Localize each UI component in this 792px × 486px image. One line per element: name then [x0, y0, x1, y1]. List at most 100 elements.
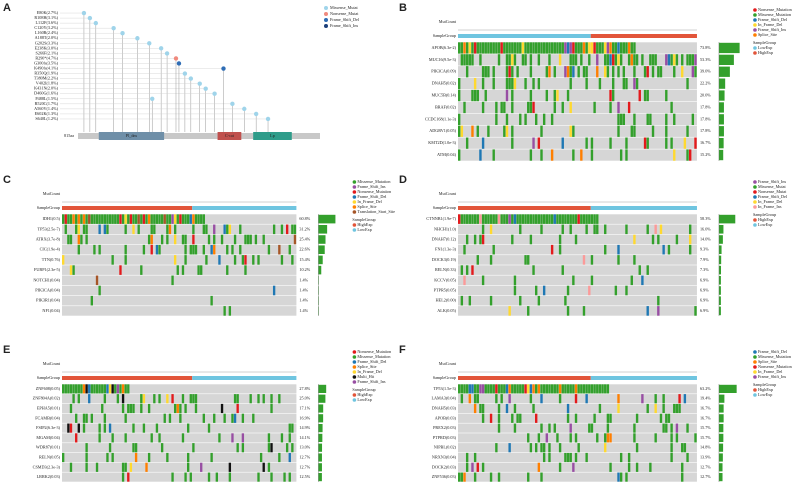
mutation-cell [90, 214, 93, 224]
legend-swatch [352, 195, 357, 199]
lollipop-head [111, 25, 116, 31]
mutation-cell [550, 113, 554, 125]
percent-label: 10.2% [299, 267, 310, 272]
gene-label: CSMD3(2.3e-3) [33, 464, 61, 469]
mutation-cell [548, 214, 551, 224]
mutation-cell [218, 255, 221, 265]
mutation-cell [577, 214, 580, 224]
mutation-cell [476, 255, 479, 265]
mutation-cell [694, 433, 697, 443]
mutation-cell [521, 42, 525, 54]
mutation-cell [673, 403, 676, 414]
mutation-cell [681, 462, 684, 472]
legend-title: SampleGroup [352, 387, 375, 392]
mutation-cell [540, 472, 543, 482]
mutation-cell [588, 42, 591, 54]
mutation-cell [651, 66, 655, 78]
mutation-cell [665, 423, 668, 433]
mutation-cell [150, 244, 153, 255]
mutation-cell [278, 452, 281, 463]
mutation-cell [147, 214, 151, 224]
mutation-cell [88, 214, 91, 224]
mutation-cell [168, 214, 172, 224]
mutation-cell [231, 413, 234, 423]
row-background [62, 275, 297, 286]
mutation-cell [572, 66, 575, 78]
y-axis-label: MutCount [439, 19, 457, 24]
mutation-cell [249, 234, 252, 245]
mutation-cell [566, 413, 570, 423]
mutation-cell [291, 443, 294, 453]
mutation-cell [537, 54, 541, 66]
mutation-cell [119, 384, 122, 394]
mutation-cell [625, 149, 628, 161]
mutation-cell [532, 214, 535, 224]
mutation-cell [278, 244, 281, 255]
mutation-cell [513, 384, 517, 394]
mutation-cell [72, 394, 75, 404]
mutation-cell [604, 42, 607, 54]
mutation-cell [606, 42, 610, 54]
mutation-cell [548, 443, 551, 453]
mutation-cell [617, 403, 620, 414]
lollipop-head [93, 20, 99, 26]
mutation-cell [85, 214, 88, 224]
mutation-cell [465, 234, 469, 245]
mutation-cell [487, 42, 490, 54]
lollipop-head [230, 101, 235, 107]
mutation-cell [267, 462, 271, 472]
percent-label: 16.7% [700, 415, 711, 420]
mutation-cell [590, 275, 594, 286]
mutation-cell [574, 452, 578, 463]
mutation-cell [62, 255, 65, 265]
mutation-cell [252, 255, 255, 265]
mutation-cell [665, 413, 668, 423]
mutation-cell [465, 137, 469, 149]
mutation-cell [129, 462, 133, 472]
legend-label: HighExp [758, 387, 773, 392]
mutation-cell [103, 224, 107, 235]
mutation-cell [460, 265, 464, 275]
mutation-cell [283, 472, 286, 482]
mutation-cell [585, 394, 588, 404]
gene-label: MGAM(0.04) [36, 435, 60, 440]
mutation-cell [280, 224, 284, 235]
mutation-cell [606, 66, 610, 78]
mutation-cell [641, 394, 644, 404]
group-bar [192, 376, 297, 380]
legend-label: In_Frame_Del [758, 22, 783, 27]
gene-label: CIC(1.9e-4) [40, 247, 61, 252]
legend-swatch [352, 370, 357, 374]
mutation-cell [285, 443, 289, 453]
mutation-cell [465, 214, 469, 224]
legend-label: Frame_Shift_Del [357, 194, 387, 199]
mutation-label: G202S(3.3%) [35, 40, 59, 45]
percent-label: 20.0% [700, 93, 711, 98]
mutation-cell [622, 113, 626, 125]
legend-label: Frame_Shift_Ins [758, 27, 787, 32]
mutation-cell [114, 214, 117, 224]
mutation-cell [62, 384, 65, 394]
mutation-cell [532, 403, 535, 414]
mutation-cell [558, 42, 562, 54]
mutation-cell [527, 433, 530, 443]
mutation-cell [189, 244, 192, 255]
mutation-cell [103, 423, 107, 433]
frequency-bar [718, 424, 724, 433]
percent-label: 7.9% [700, 257, 709, 262]
row-background [62, 285, 297, 296]
mutation-cell [691, 54, 695, 66]
mutation-cell [569, 214, 572, 224]
frequency-bar [718, 453, 723, 462]
mutation-cell [548, 42, 551, 54]
mutation-cell [69, 462, 73, 472]
percent-label: 14.0% [700, 236, 711, 241]
mutation-cell [124, 433, 127, 443]
legend-swatch [753, 33, 757, 37]
mutation-cell [545, 42, 549, 54]
mutation-cell [476, 125, 479, 137]
legend-label: Frame_Shift_Ins [330, 23, 359, 28]
mutation-cell [558, 234, 562, 245]
mutation-cell [585, 214, 588, 224]
frequency-bar [318, 404, 324, 413]
